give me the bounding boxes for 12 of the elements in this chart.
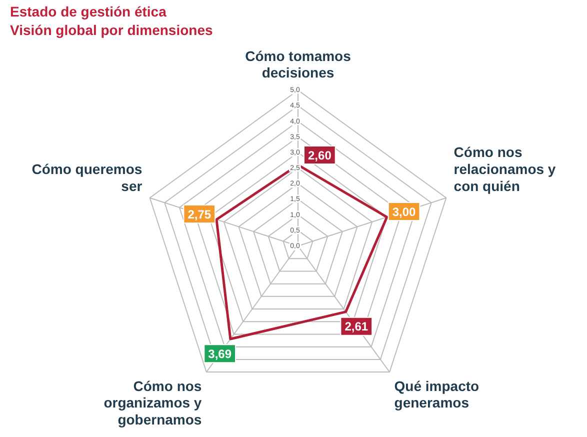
chart-subtitle: Visión global por dimensiones [10, 22, 213, 38]
spoke-label: Qué impacto generamos [394, 378, 480, 411]
spoke-label: Cómo queremos ser [32, 161, 143, 194]
spoke-label: Cómo nos organizamos y gobernamos [104, 378, 202, 428]
data-label: 2,60 [308, 148, 332, 162]
chart-title: Estado de gestión ética [10, 3, 167, 20]
data-label: 3,69 [208, 346, 232, 361]
spoke-label: Cómo nos relacionamos y con quién [454, 144, 556, 194]
data-label: 2,75 [188, 207, 212, 222]
data-label: 2,61 [344, 320, 368, 334]
spoke-label: Cómo tomamos decisiones [245, 48, 352, 81]
data-label: 3,00 [392, 204, 416, 219]
